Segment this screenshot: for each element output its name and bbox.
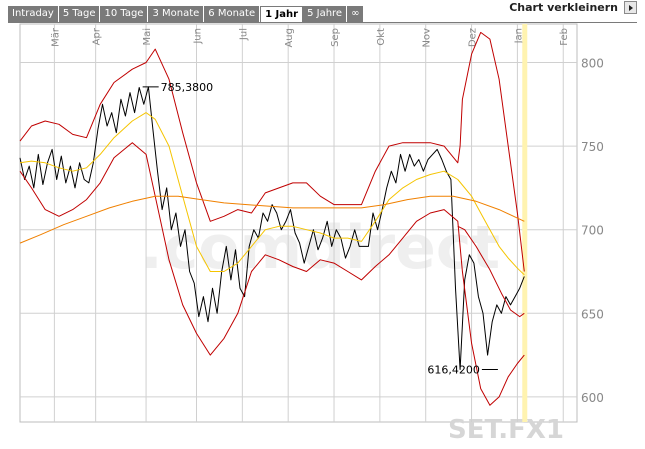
month-label: Feb [559, 28, 570, 46]
month-label: Jul [238, 28, 249, 41]
series-line-ma-slow [19, 195, 525, 244]
month-label: Nov [422, 28, 433, 48]
tab-period[interactable]: 5 Tage [58, 6, 101, 22]
month-label: Okt [376, 28, 387, 46]
series-line-upper-band [457, 225, 525, 318]
tab-period[interactable]: ∞ [347, 6, 365, 22]
month-label: Sep [330, 28, 341, 47]
tab-period[interactable]: 10 Tage [100, 6, 149, 22]
series-line-upper-band [19, 31, 525, 272]
month-label: Apr [92, 27, 103, 45]
tab-period[interactable]: 1 Jahr [260, 6, 304, 23]
y-tick-label: 600 [581, 391, 604, 405]
month-label: Dez [468, 28, 479, 47]
current-date-highlight [522, 24, 528, 422]
tab-period[interactable]: 6 Monate [204, 6, 261, 22]
symbol-label: SET.FX1 [448, 415, 564, 445]
y-tick-label: 650 [581, 307, 604, 321]
tabs-divider [8, 22, 637, 23]
series-line-ma-fast [19, 112, 525, 276]
annotation-label: 785,3800 [161, 81, 214, 94]
y-tick-label: 750 [581, 140, 604, 154]
month-label: Mai [142, 28, 153, 46]
plot-area [19, 23, 578, 423]
annotation-label: 616,4200 [427, 363, 480, 376]
y-tick-label: 800 [581, 56, 604, 70]
month-label: Jun [192, 28, 203, 45]
month-label: Mär [50, 27, 61, 47]
tab-period[interactable]: 3 Monate [148, 6, 205, 22]
y-tick-label: 700 [581, 224, 604, 238]
series-line-price [19, 86, 525, 370]
month-label: Aug [284, 28, 295, 48]
watermark-text: .comdirect [140, 213, 500, 283]
period-tabs: Intraday 5 Tage 10 Tage 3 Monate 6 Monate 1 J… [8, 6, 365, 23]
month-label: Jan [513, 28, 524, 44]
tab-period[interactable]: Intraday [8, 6, 59, 22]
series-line-lower-band [19, 142, 525, 406]
shrink-chart-label[interactable]: Chart verkleinern [509, 1, 618, 14]
triangle-right-icon [628, 4, 633, 11]
shrink-chart-button[interactable] [624, 1, 637, 14]
tab-period[interactable]: 5 Jahre [303, 6, 348, 22]
shrink-chart-control[interactable]: Chart verkleinern [509, 1, 637, 14]
